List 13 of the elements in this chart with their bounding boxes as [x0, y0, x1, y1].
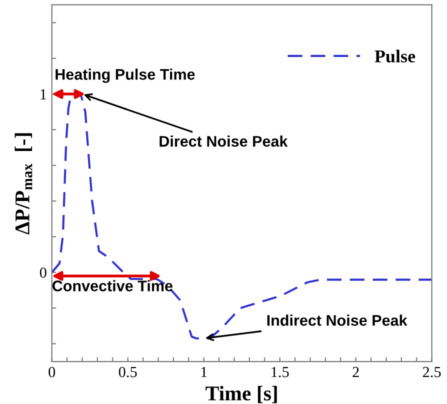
- x-tick-label: 0: [48, 366, 56, 378]
- x-tick-label: 2.5: [422, 366, 441, 378]
- annotation: Convective Time: [52, 280, 172, 292]
- x-tick-label: 2: [352, 366, 359, 378]
- x-tick-label: 1: [201, 366, 207, 378]
- x-tick-label: 0.5: [118, 366, 137, 378]
- annotation: Direct Noise Peak: [160, 136, 288, 147]
- legend-label: Pulse: [374, 50, 416, 62]
- annotation: Indirect Noise Peak: [267, 314, 408, 326]
- y-axis-title: ΔP/P$_{max}$ [-]: [14, 133, 32, 234]
- x-axis-title: Time [s]: [206, 386, 277, 404]
- annotation: Heating Pulse Time: [56, 68, 195, 83]
- x-tick-label: 1.5: [272, 366, 289, 378]
